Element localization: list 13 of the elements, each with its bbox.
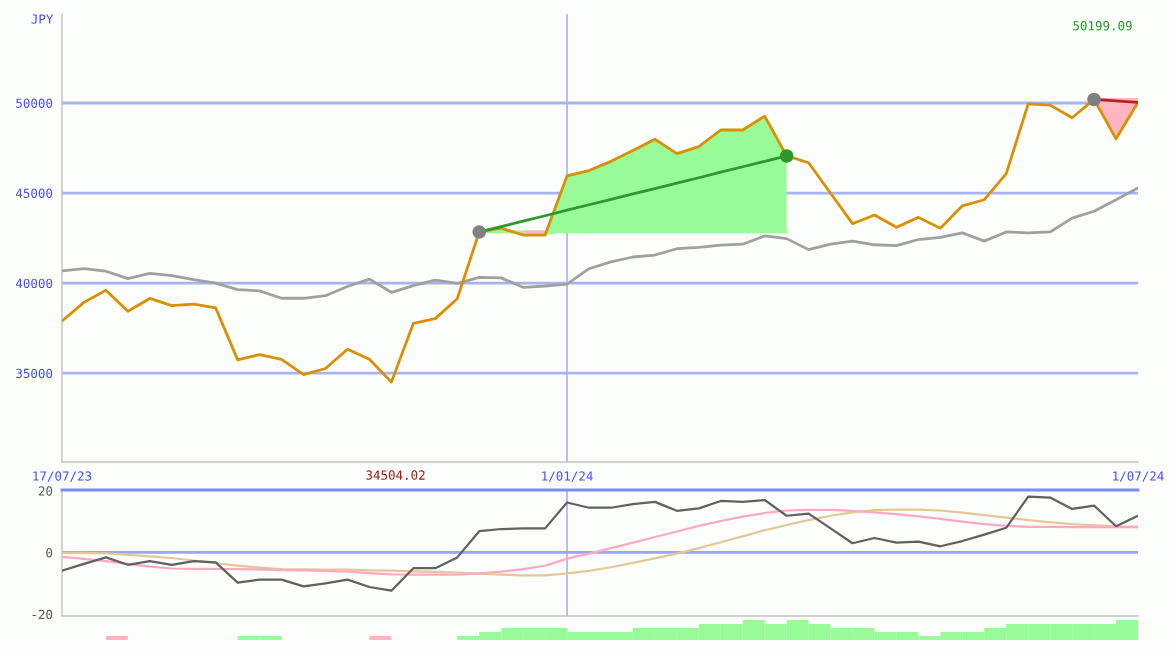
y-tick-label: 50000 — [16, 98, 53, 108]
y-tick-label: -20 — [32, 609, 53, 620]
y-tick-label: 40000 — [15, 278, 53, 289]
annotation: 50199.09 — [1073, 21, 1132, 31]
x-tick-label: 1/01/24 — [542, 471, 593, 482]
x-tick-label: 17/07/23 — [33, 471, 92, 482]
y-axis-title: JPY — [31, 14, 54, 24]
y-tick-label: 0 — [46, 547, 53, 558]
y-tick-label: 45000 — [15, 188, 53, 199]
y-tick-label: 20 — [38, 486, 53, 496]
x-tick-label: 1/07/24 — [1113, 471, 1164, 482]
text: 34504.02 — [366, 470, 425, 480]
y-tick-label: 35000 — [16, 368, 53, 379]
